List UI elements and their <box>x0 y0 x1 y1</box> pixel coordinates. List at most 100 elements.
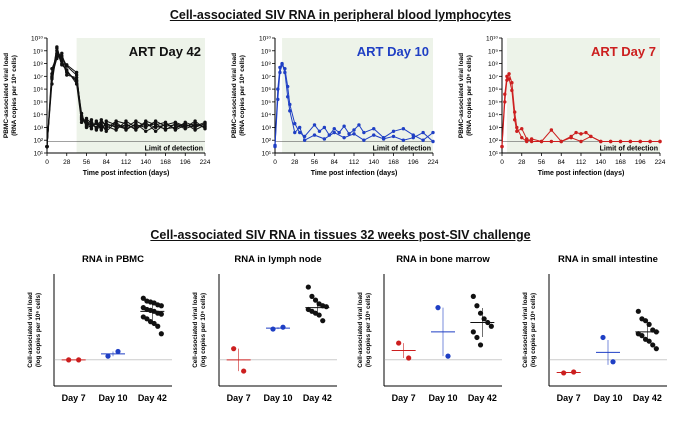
data-point <box>283 70 287 75</box>
data-point <box>79 120 84 125</box>
data-point <box>600 334 606 341</box>
y-axis-label: PBMC-associated viral load <box>231 53 238 138</box>
data-point <box>55 45 59 49</box>
data-point <box>639 333 645 339</box>
category-label: Day 10 <box>263 393 292 403</box>
data-point <box>481 316 487 322</box>
y-tick-label: 10³ <box>489 125 499 132</box>
x-tick-label: 56 <box>538 159 546 166</box>
data-point <box>99 124 104 128</box>
data-point <box>79 115 84 119</box>
x-tick-label: 168 <box>615 159 626 166</box>
data-point <box>316 312 322 318</box>
y-axis-label: Cell-associated viral load <box>27 292 34 368</box>
data-point <box>89 120 94 125</box>
data-point <box>183 120 187 125</box>
data-point <box>391 129 396 133</box>
data-point <box>571 369 577 375</box>
data-point <box>104 129 108 133</box>
data-point <box>45 144 49 149</box>
data-point <box>628 139 633 144</box>
panel-title: RNA in lymph node <box>234 254 321 265</box>
category-label: Day 7 <box>557 393 581 403</box>
data-point <box>401 138 406 142</box>
data-point <box>105 353 111 359</box>
x-axis-label: Time post infection (days) <box>83 170 170 177</box>
data-point <box>322 137 327 141</box>
data-point <box>320 318 326 324</box>
data-point <box>317 129 322 133</box>
data-point <box>163 120 168 125</box>
category-label: Day 10 <box>98 393 127 403</box>
data-point <box>183 127 187 131</box>
data-point <box>99 118 104 122</box>
y-axis-label: (log copies per 10⁶ cells) <box>35 293 42 367</box>
y-tick-label: 10¹⁰ <box>486 36 498 43</box>
data-point <box>104 119 108 123</box>
data-point <box>529 139 534 144</box>
data-point <box>362 138 366 142</box>
data-point <box>293 130 297 135</box>
data-point <box>579 139 583 144</box>
y-tick-label: 10⁷ <box>261 74 271 81</box>
data-point <box>104 123 108 127</box>
category-label: Day 42 <box>633 393 662 403</box>
y-axis-label: (log copies per 10⁶ cells) <box>200 293 207 367</box>
data-point <box>193 119 197 123</box>
data-point <box>648 139 652 144</box>
tissue-rna-small-intestine: RNA in small intestine Day 7 Day 10 Day 42 C… <box>522 254 667 403</box>
data-point <box>84 124 89 128</box>
data-point <box>293 121 297 126</box>
lod-label: Limit of detection <box>373 146 431 153</box>
data-point <box>74 79 79 84</box>
data-point <box>435 305 441 311</box>
data-point <box>599 139 603 144</box>
x-tick-label: 0 <box>273 159 277 166</box>
data-point <box>173 123 178 127</box>
x-tick-label: 196 <box>180 159 191 166</box>
x-tick-label: 112 <box>576 159 587 166</box>
data-point <box>642 318 649 324</box>
x-tick-label: 224 <box>428 159 439 166</box>
data-point <box>276 87 280 91</box>
data-point <box>312 297 319 303</box>
data-point <box>488 323 494 329</box>
x-tick-label: 140 <box>368 159 379 166</box>
data-point <box>520 135 524 140</box>
data-point <box>646 321 652 327</box>
data-point <box>347 132 351 136</box>
data-point <box>391 134 396 139</box>
pbmc-timecourse-art-day10: 10¹ 10² 10³ 10⁴ 10⁵ 10⁶ 10⁷ 10⁸ 10⁹ 10¹⁰ 0 28 56 84 11… <box>231 36 439 178</box>
x-tick-label: 140 <box>140 159 151 166</box>
data-point <box>332 130 336 135</box>
y-tick-label: 10² <box>34 138 44 145</box>
data-point <box>610 359 616 365</box>
y-axis-label: (log copies per 10⁶ cells) <box>530 293 537 367</box>
data-point <box>372 133 376 137</box>
y-tick-label: 10⁷ <box>33 74 43 81</box>
y-tick-label: 10⁴ <box>488 112 498 119</box>
data-point <box>406 355 412 361</box>
data-point <box>646 338 652 344</box>
panel-title: RNA in small intestine <box>558 254 658 265</box>
data-point <box>507 72 511 76</box>
data-point <box>124 127 128 131</box>
data-point <box>431 130 435 135</box>
y-tick-label: 10² <box>489 138 499 145</box>
y-tick-label: 10⁶ <box>488 87 498 94</box>
y-tick-label: 10⁸ <box>33 61 43 68</box>
y-tick-label: 10⁶ <box>33 87 43 94</box>
data-point <box>144 129 148 133</box>
x-tick-label: 28 <box>291 159 299 166</box>
data-point <box>60 61 64 66</box>
data-point <box>322 125 327 130</box>
pbmc-timecourse-art-day7: 10¹ 10² 10³ 10⁴ 10⁵ 10⁶ 10⁷ 10⁸ 10⁹ 10¹⁰ 0 28 56 84 11… <box>458 36 666 178</box>
data-point <box>507 77 511 81</box>
data-point <box>153 123 158 127</box>
y-axis-label: (RNA copies per 10⁶ cells) <box>239 55 246 136</box>
y-tick-label: 10³ <box>262 125 272 132</box>
y-tick-label: 10² <box>262 138 272 145</box>
data-point <box>474 334 480 341</box>
x-tick-label: 28 <box>63 159 71 166</box>
data-point <box>163 128 168 132</box>
